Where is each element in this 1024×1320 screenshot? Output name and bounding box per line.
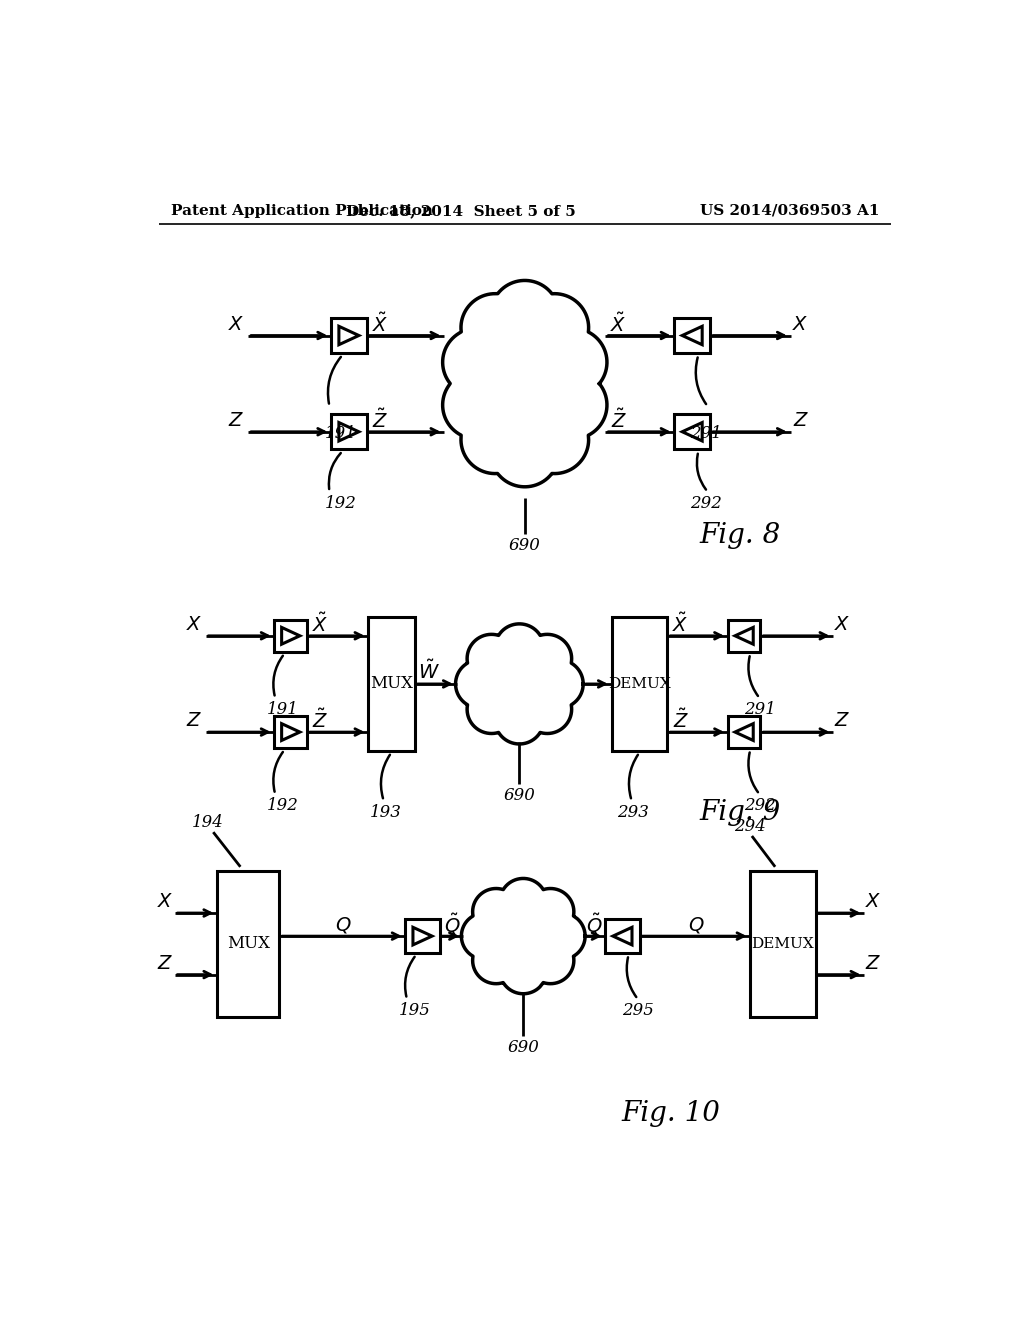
Bar — [406, 919, 439, 953]
Circle shape — [520, 405, 589, 474]
Bar — [217, 871, 280, 1016]
Circle shape — [467, 685, 516, 734]
Circle shape — [473, 888, 519, 935]
Text: 192: 192 — [267, 797, 299, 814]
Text: $Z$: $Z$ — [793, 412, 809, 430]
Text: $\tilde{Z}$: $\tilde{Z}$ — [610, 409, 627, 432]
Text: $Q$: $Q$ — [335, 915, 351, 935]
Bar — [369, 616, 415, 751]
Circle shape — [462, 913, 508, 960]
Circle shape — [467, 635, 516, 682]
Text: Patent Application Publication: Patent Application Publication — [171, 203, 432, 218]
Bar — [274, 715, 307, 748]
Circle shape — [539, 371, 607, 440]
Circle shape — [473, 937, 519, 983]
Text: $Z$: $Z$ — [185, 713, 202, 730]
Text: US 2014/0369503 A1: US 2014/0369503 A1 — [700, 203, 880, 218]
Circle shape — [495, 624, 544, 672]
Text: $X$: $X$ — [865, 894, 882, 911]
Text: 690: 690 — [504, 787, 536, 804]
Text: $\tilde{Z}$: $\tilde{Z}$ — [312, 709, 329, 733]
Text: 191: 191 — [267, 701, 299, 718]
Text: 291: 291 — [743, 701, 775, 718]
Text: $X$: $X$ — [228, 315, 245, 334]
Text: $X$: $X$ — [793, 315, 809, 334]
Text: 292: 292 — [690, 495, 722, 512]
Circle shape — [500, 948, 547, 994]
Text: 295: 295 — [622, 1002, 654, 1019]
Circle shape — [500, 878, 547, 925]
Circle shape — [535, 660, 584, 708]
Text: DEMUX: DEMUX — [608, 677, 671, 690]
Circle shape — [539, 329, 607, 396]
Text: 194: 194 — [191, 814, 224, 832]
Circle shape — [442, 329, 511, 396]
Circle shape — [442, 371, 511, 440]
Text: $\tilde{Z}$: $\tilde{Z}$ — [673, 709, 689, 733]
Text: $Z$: $Z$ — [228, 412, 245, 430]
Bar — [728, 715, 761, 748]
Circle shape — [456, 660, 505, 708]
Circle shape — [461, 293, 529, 362]
Text: $X$: $X$ — [157, 894, 173, 911]
Text: $X$: $X$ — [835, 616, 851, 634]
Bar — [675, 414, 710, 449]
Text: $\tilde{Q}$: $\tilde{Q}$ — [587, 912, 603, 937]
Text: $Z$: $Z$ — [835, 713, 851, 730]
Circle shape — [490, 418, 559, 487]
Bar — [274, 619, 307, 652]
Text: $\tilde{Q}$: $\tilde{Q}$ — [443, 912, 460, 937]
Text: DEMUX: DEMUX — [752, 937, 814, 950]
Text: 690: 690 — [507, 1039, 540, 1056]
Bar — [675, 318, 710, 354]
Text: $\tilde{X}$: $\tilde{X}$ — [372, 313, 388, 335]
Text: 193: 193 — [370, 804, 401, 821]
Text: MUX: MUX — [226, 936, 269, 952]
Text: Dec. 18, 2014  Sheet 5 of 5: Dec. 18, 2014 Sheet 5 of 5 — [346, 203, 577, 218]
Bar — [728, 619, 761, 652]
Circle shape — [520, 293, 589, 362]
Bar — [331, 318, 367, 354]
Text: Fig. 8: Fig. 8 — [699, 523, 781, 549]
Text: 293: 293 — [617, 804, 649, 821]
Bar — [605, 919, 640, 953]
Bar — [750, 871, 816, 1016]
Circle shape — [527, 888, 573, 935]
Text: $Z$: $Z$ — [865, 954, 882, 973]
Text: 292: 292 — [743, 797, 775, 814]
Text: $\tilde{X}$: $\tilde{X}$ — [312, 612, 329, 636]
Text: $\tilde{X}$: $\tilde{X}$ — [673, 612, 689, 636]
Circle shape — [523, 685, 571, 734]
Bar — [611, 616, 668, 751]
Text: 294: 294 — [734, 818, 766, 836]
Text: Fig. 9: Fig. 9 — [699, 800, 781, 826]
Text: 690: 690 — [509, 537, 541, 554]
Text: 191: 191 — [326, 425, 357, 442]
Text: MUX: MUX — [370, 676, 413, 693]
Circle shape — [490, 280, 559, 348]
Circle shape — [527, 937, 573, 983]
Text: $\tilde{X}$: $\tilde{X}$ — [610, 313, 627, 335]
Bar — [331, 414, 367, 449]
Text: 291: 291 — [690, 425, 722, 442]
Text: 195: 195 — [398, 1002, 431, 1019]
Text: $\tilde{W}$: $\tilde{W}$ — [418, 660, 439, 684]
Circle shape — [523, 635, 571, 682]
Text: $X$: $X$ — [185, 616, 202, 634]
Text: $\tilde{Z}$: $\tilde{Z}$ — [372, 409, 388, 432]
Text: $Z$: $Z$ — [157, 954, 173, 973]
Text: 192: 192 — [326, 495, 357, 512]
Circle shape — [495, 696, 544, 744]
Text: $Q$: $Q$ — [688, 915, 705, 935]
Circle shape — [461, 405, 529, 474]
Text: Fig. 10: Fig. 10 — [622, 1100, 720, 1127]
Circle shape — [539, 913, 585, 960]
